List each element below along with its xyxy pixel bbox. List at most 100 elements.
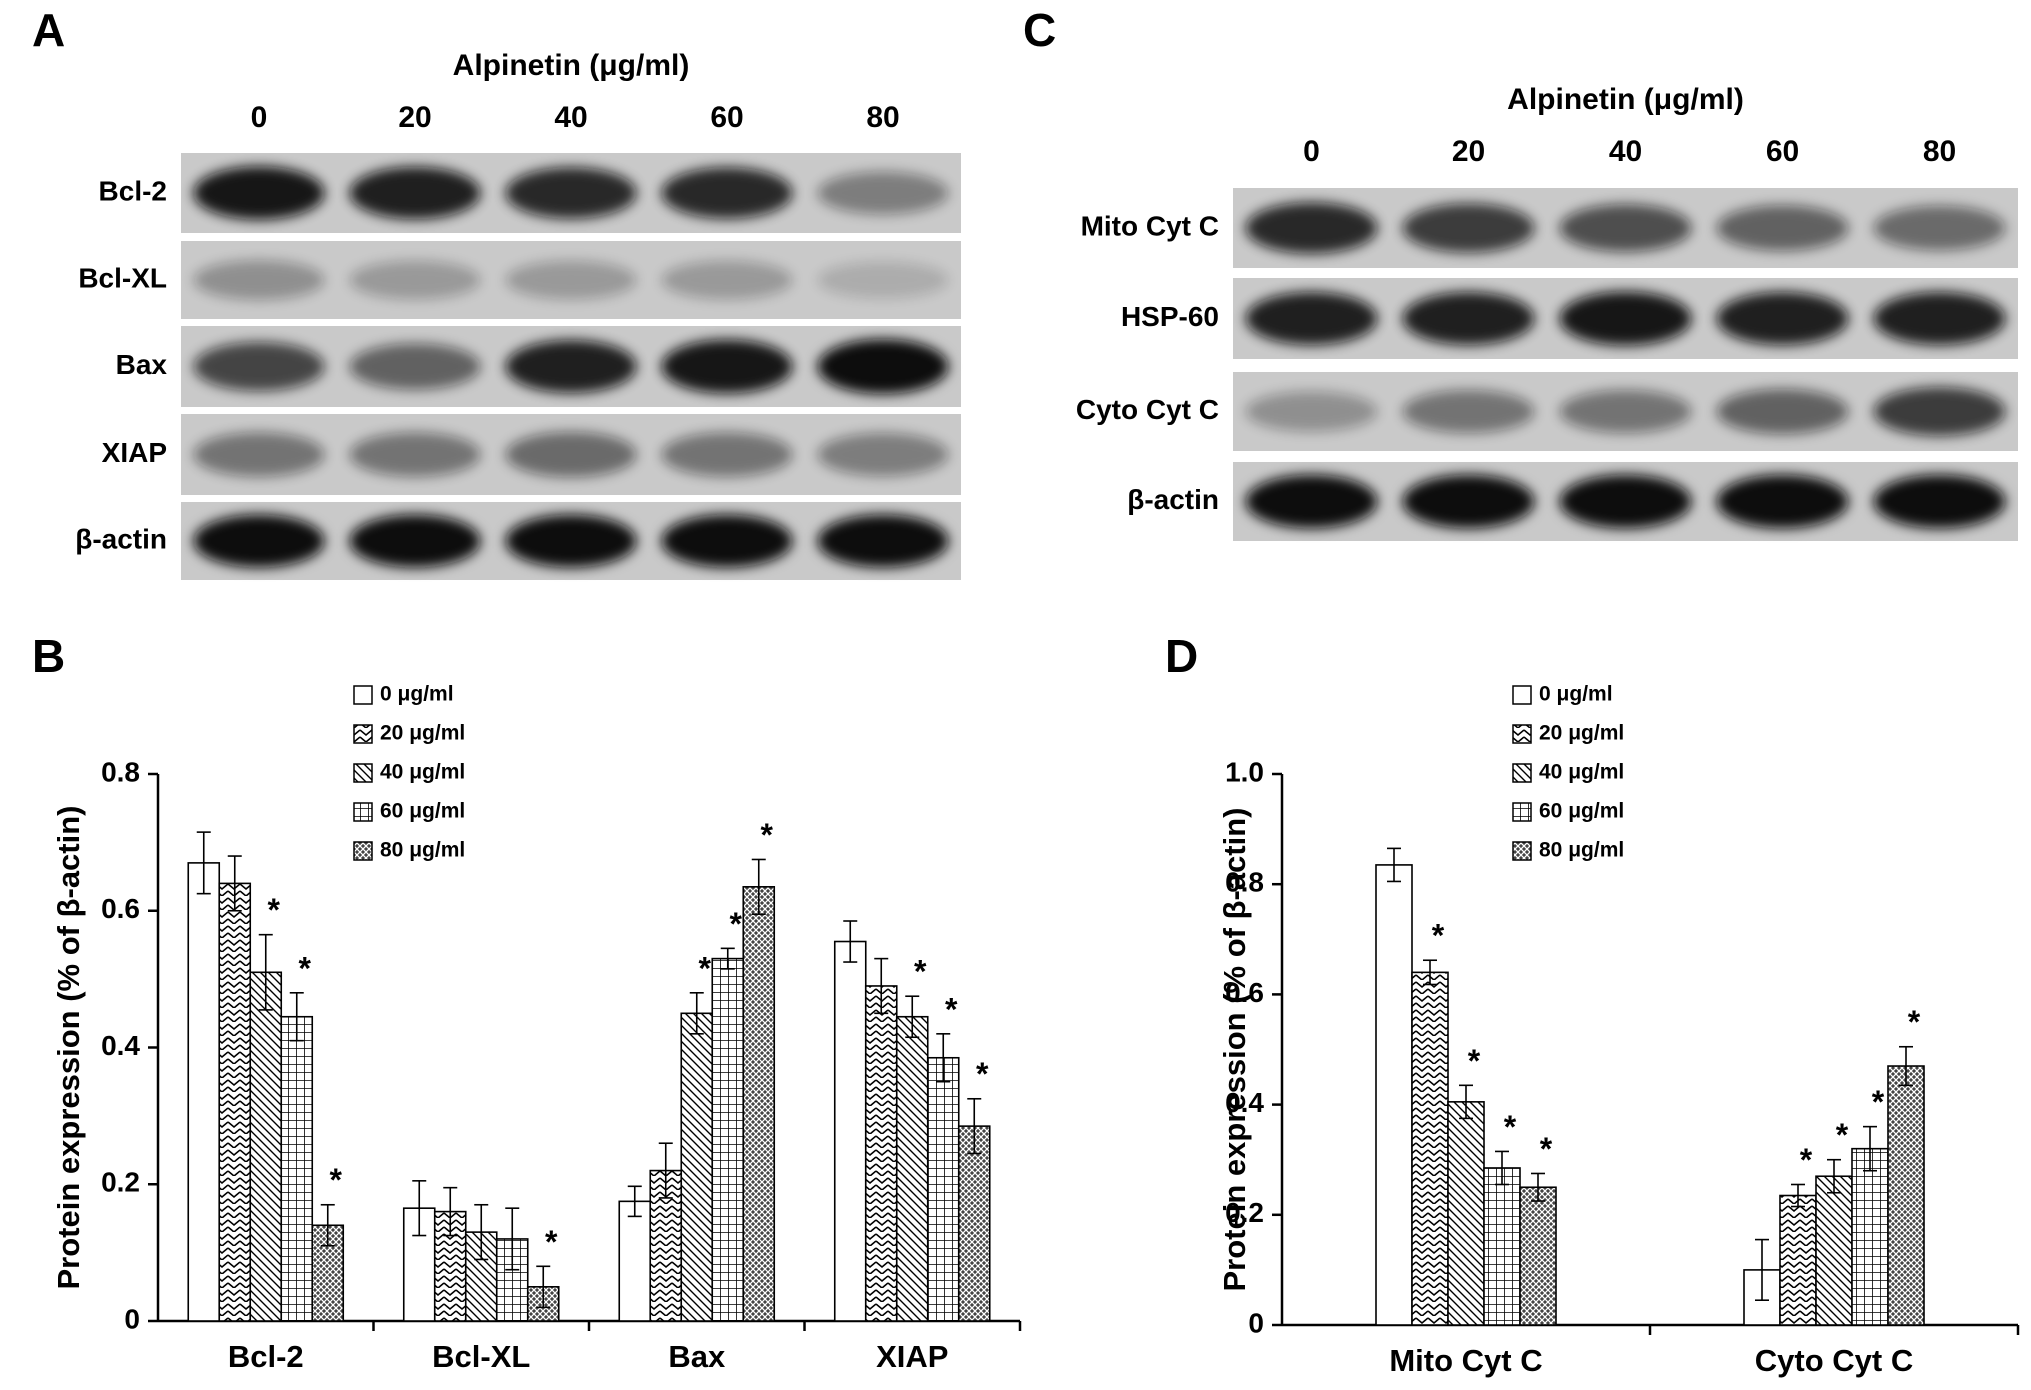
blot-band (817, 432, 949, 477)
x-tick-label: Bcl-XL (432, 1339, 530, 1374)
bar (680, 1012, 714, 1322)
x-tick-label: Bax (668, 1339, 726, 1374)
error-bar (1423, 959, 1437, 986)
blot-band (1873, 291, 2006, 346)
y-tick-label: 0.4 (1225, 1087, 1264, 1118)
blot-band (661, 339, 793, 394)
blot-band (1245, 391, 1378, 432)
lane-label: 20 (398, 101, 431, 134)
significance-mark: * (976, 1056, 989, 1092)
blot-band (661, 260, 793, 300)
error-bar (658, 1142, 673, 1199)
lane-label: 60 (710, 101, 743, 134)
row-label: Mito Cyt C (1081, 210, 1219, 241)
legend-swatch (1512, 763, 1532, 783)
legend-swatch (1512, 841, 1532, 861)
blot-band (349, 343, 481, 390)
error-bar (627, 1185, 642, 1218)
significance-mark: * (1836, 1117, 1849, 1153)
row-label: XIAP (102, 437, 167, 468)
blot-band (349, 432, 481, 477)
blot-band (349, 260, 481, 300)
blot-band (1716, 388, 1849, 435)
error-bar (258, 933, 273, 1011)
blot-band (193, 514, 325, 568)
significance-mark: * (299, 950, 312, 986)
blot-band (1873, 205, 2006, 251)
lane-label: 0 (251, 101, 268, 134)
error-bar (1387, 847, 1401, 883)
blot-band (1716, 205, 1849, 251)
bar (833, 940, 867, 1322)
lane-label: 40 (554, 101, 587, 134)
legend-swatch (1512, 685, 1532, 705)
bar (1851, 1147, 1889, 1326)
x-tick-label: XIAP (876, 1339, 948, 1374)
significance-mark: * (945, 991, 958, 1027)
blot-band (505, 339, 637, 394)
x-tick-label: Bcl-2 (228, 1339, 304, 1374)
significance-mark: * (730, 906, 743, 942)
blot-title: Alpinetin (μg/ml) (453, 49, 690, 82)
legend-swatch (353, 685, 373, 705)
error-bar (905, 995, 920, 1039)
blot-band (1559, 389, 1692, 434)
significance-mark: * (914, 954, 927, 990)
bar (1375, 864, 1413, 1326)
bar (280, 1015, 314, 1322)
blot-band (817, 514, 949, 568)
lane-label: 80 (866, 101, 899, 134)
error-bar (536, 1265, 551, 1309)
bar (711, 957, 745, 1322)
blot-title: Alpinetin (μg/ml) (1507, 83, 1744, 116)
significance-mark: * (1504, 1109, 1517, 1145)
error-bar (412, 1180, 427, 1237)
blot-band (1402, 389, 1535, 434)
significance-mark: * (699, 950, 712, 986)
blot-band (1245, 291, 1378, 346)
error-bar (967, 1097, 982, 1155)
legend-label: 80 μg/ml (1539, 839, 1624, 862)
legend-swatch (1512, 724, 1532, 744)
significance-mark: * (1800, 1142, 1813, 1178)
error-bar (289, 991, 304, 1042)
panel-letter: C (1023, 4, 1056, 56)
y-axis-label: Protein expression (% of β-actin) (1217, 808, 1252, 1292)
blot-band (1873, 474, 2006, 529)
error-bar (720, 947, 735, 970)
error-bar (320, 1203, 335, 1247)
bar (1815, 1175, 1853, 1326)
legend-label: 20 μg/ml (380, 722, 465, 745)
lane-label: 80 (1923, 135, 1956, 168)
x-tick-label: Cyto Cyt C (1755, 1343, 1913, 1378)
error-bar (1899, 1045, 1913, 1087)
legend-label: 40 μg/ml (380, 761, 465, 784)
panel-letter: D (1165, 630, 1198, 682)
blot-band (193, 341, 325, 392)
blot-band (661, 432, 793, 477)
bar (1447, 1101, 1485, 1326)
y-tick-label: 0 (1248, 1307, 1264, 1338)
blot-band (1559, 474, 1692, 529)
blot-band (817, 261, 949, 299)
error-bar (505, 1207, 520, 1271)
panel-letter: B (32, 630, 65, 682)
blot-band (1402, 291, 1535, 346)
y-tick-label: 0.8 (1225, 867, 1264, 898)
error-bar (443, 1186, 458, 1237)
significance-mark: * (1908, 1004, 1921, 1040)
blot-band (1559, 204, 1692, 252)
significance-mark: * (1432, 918, 1445, 954)
panel-letter: A (32, 4, 65, 56)
bar (1779, 1194, 1817, 1326)
bar (926, 1056, 960, 1322)
blot-band (505, 260, 637, 300)
error-bar (843, 920, 858, 963)
blot-band (817, 171, 949, 215)
y-tick-label: 0.6 (101, 893, 140, 924)
bar (218, 882, 252, 1322)
error-bar (1827, 1158, 1841, 1194)
blot-band (1716, 291, 1849, 346)
blot-band (1402, 203, 1535, 253)
legend-swatch (353, 802, 373, 822)
